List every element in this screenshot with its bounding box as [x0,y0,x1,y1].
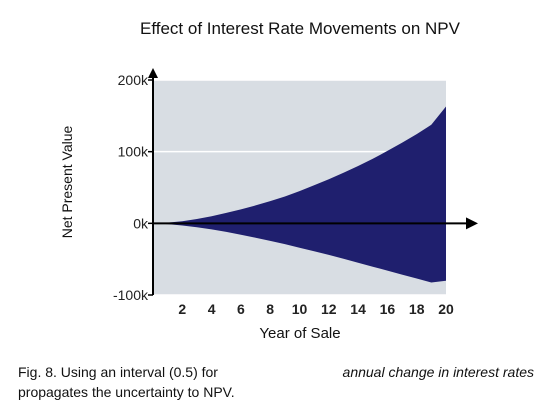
y-ticks: -100k 0k 100k 200k [113,72,153,303]
y-axis-arrow [148,68,158,78]
x-tick-label: 12 [321,301,337,317]
chart-title: Effect of Interest Rate Movements on NPV [140,19,461,38]
y-tick-label: 100k [118,144,149,160]
caption-line-1: Fig. 8. Using an interval (0.5) for annu… [18,362,534,382]
series-band [153,106,446,283]
x-tick-label: 4 [208,301,216,317]
chart: Effect of Interest Rate Movements on NPV… [59,19,478,342]
x-tick-label: 14 [350,301,366,317]
caption-suffix: propagates the uncertainty to NPV. [18,384,235,400]
x-tick-label: 8 [266,301,274,317]
x-ticks: 2 4 6 8 10 12 14 16 18 20 [178,301,454,317]
caption-prefix: Fig. 8. Using an interval (0.5) for [18,364,218,380]
y-tick-label: -100k [113,287,149,303]
y-tick-label: 200k [118,72,149,88]
x-tick-label: 2 [178,301,186,317]
series-layer [153,106,446,283]
x-tick-label: 6 [237,301,245,317]
x-tick-label: 16 [380,301,396,317]
x-tick-label: 20 [438,301,454,317]
x-axis-arrow [466,217,478,230]
y-axis-label: Net Present Value [59,126,75,239]
x-axis-label: Year of Sale [259,325,340,342]
axes [148,68,478,295]
y-tick-label: 0k [133,215,149,231]
x-tick-label: 18 [409,301,425,317]
x-tick-label: 10 [292,301,308,317]
figure-caption: Fig. 8. Using an interval (0.5) for annu… [18,362,534,402]
caption-emphasis: annual change in interest rates [342,364,534,380]
